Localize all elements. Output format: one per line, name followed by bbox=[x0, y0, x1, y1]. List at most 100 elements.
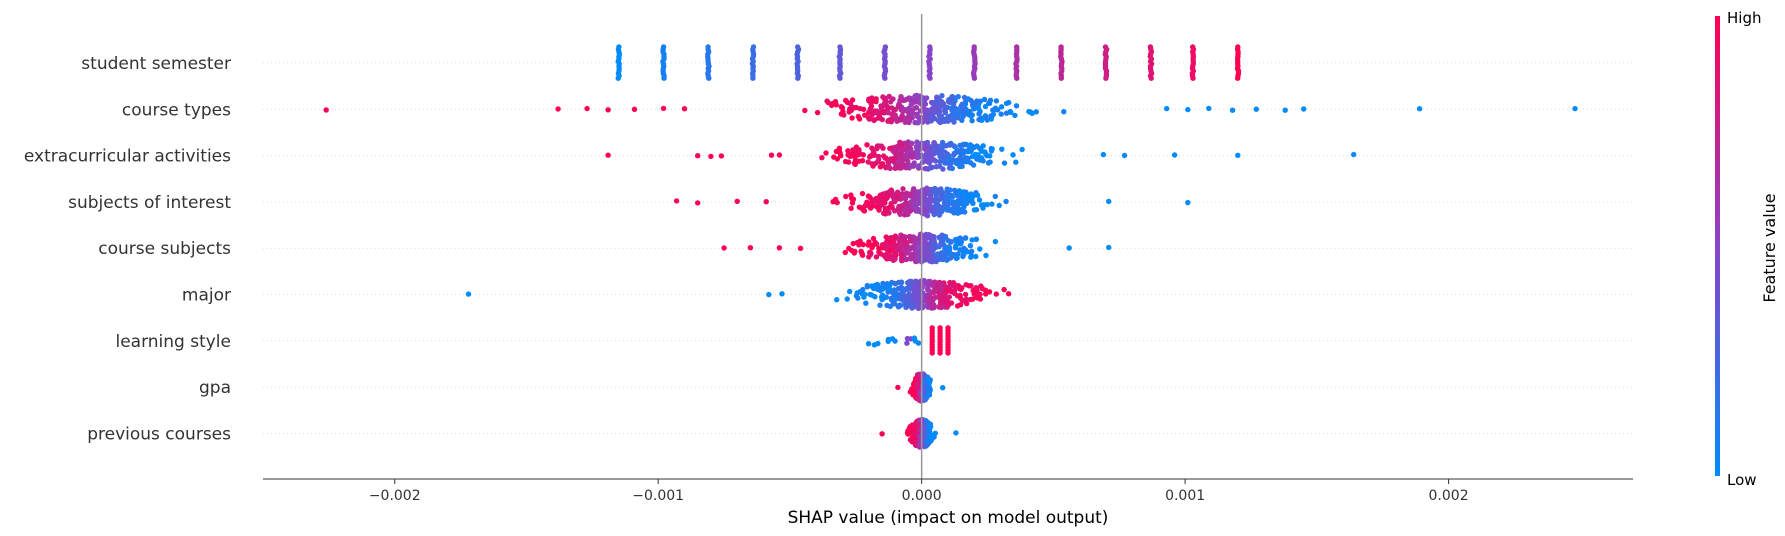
shap-point bbox=[1001, 286, 1007, 293]
shap-point bbox=[971, 75, 978, 81]
colorbar-high-label: High bbox=[1727, 9, 1761, 27]
shap-point bbox=[631, 106, 638, 113]
shap-point bbox=[923, 438, 930, 444]
shap-point bbox=[925, 108, 932, 114]
shap-point bbox=[964, 300, 970, 307]
shap-point bbox=[931, 211, 937, 218]
shap-point bbox=[837, 75, 843, 81]
shap-point bbox=[947, 187, 953, 193]
shap-point bbox=[944, 199, 950, 206]
shap-point bbox=[1106, 198, 1112, 205]
shap-point bbox=[834, 297, 840, 303]
shap-point bbox=[901, 246, 907, 253]
shap-point bbox=[880, 94, 886, 100]
shap-point bbox=[945, 237, 951, 244]
shap-point bbox=[925, 285, 931, 292]
shap-point bbox=[887, 303, 893, 310]
shap-point bbox=[913, 292, 920, 298]
shap-point bbox=[999, 146, 1005, 152]
shap-point bbox=[768, 152, 775, 158]
shap-point bbox=[915, 208, 921, 214]
shap-point bbox=[937, 350, 943, 356]
shap-point bbox=[907, 389, 913, 395]
shap-point bbox=[849, 115, 855, 121]
shap-point bbox=[914, 285, 920, 292]
shap-point bbox=[933, 158, 939, 164]
shap-point bbox=[1235, 152, 1241, 158]
shap-point bbox=[869, 292, 875, 298]
shap-point bbox=[866, 202, 872, 208]
shap-point bbox=[974, 295, 980, 301]
shap-point bbox=[903, 239, 909, 245]
x-tick-label: −0.001 bbox=[632, 488, 684, 504]
shap-point bbox=[856, 158, 862, 164]
shap-point bbox=[897, 139, 903, 145]
shap-point bbox=[908, 238, 914, 244]
shap-point bbox=[967, 243, 974, 249]
shap-point bbox=[973, 151, 979, 158]
shap-point bbox=[866, 239, 872, 245]
shap-point bbox=[908, 140, 914, 147]
shap-point bbox=[978, 148, 985, 154]
shap-point bbox=[957, 235, 963, 241]
shap-point bbox=[901, 234, 908, 240]
shap-point bbox=[924, 235, 930, 241]
feature-row-points bbox=[865, 325, 951, 356]
feature-label: student semester bbox=[81, 54, 231, 74]
shap-point bbox=[870, 242, 877, 248]
shap-point bbox=[858, 205, 864, 211]
shap-point bbox=[993, 98, 1000, 104]
shap-point bbox=[898, 252, 905, 258]
shap-point bbox=[465, 291, 472, 297]
shap-point bbox=[824, 98, 830, 104]
shap-point bbox=[969, 197, 975, 203]
shap-point bbox=[954, 192, 960, 198]
shap-point bbox=[892, 256, 898, 262]
feature-row-points bbox=[605, 139, 1357, 172]
shap-point bbox=[954, 199, 960, 205]
shap-point bbox=[943, 245, 950, 251]
shap-point bbox=[795, 75, 801, 81]
shap-point bbox=[869, 161, 875, 167]
shap-point bbox=[892, 280, 898, 287]
shap-point bbox=[934, 203, 940, 210]
shap-point bbox=[865, 193, 872, 199]
shap-point bbox=[984, 117, 990, 123]
shap-point bbox=[708, 153, 714, 160]
shap-point bbox=[323, 107, 329, 113]
shap-point bbox=[904, 296, 910, 302]
shap-point bbox=[908, 199, 914, 205]
shap-point bbox=[916, 195, 922, 202]
shap-point bbox=[896, 158, 902, 165]
shap-point bbox=[892, 301, 898, 307]
shap-point bbox=[931, 237, 937, 244]
shap-point bbox=[882, 205, 888, 212]
shap-point bbox=[922, 97, 928, 103]
shap-point bbox=[961, 251, 967, 258]
shap-point bbox=[909, 245, 915, 251]
shap-point bbox=[906, 118, 913, 124]
shap-point bbox=[944, 304, 950, 310]
shap-point bbox=[904, 285, 910, 291]
shap-point bbox=[954, 303, 961, 309]
shap-point bbox=[926, 433, 933, 439]
shap-point bbox=[908, 296, 914, 302]
shap-point bbox=[837, 150, 843, 156]
shap-point bbox=[896, 246, 902, 252]
shap-point bbox=[946, 154, 952, 161]
shap-point bbox=[890, 96, 896, 102]
shap-point bbox=[941, 250, 947, 256]
shap-point bbox=[750, 75, 756, 81]
shap-point bbox=[909, 111, 915, 117]
shap-point bbox=[1106, 244, 1112, 251]
shap-point bbox=[879, 292, 886, 298]
shap-point bbox=[954, 206, 960, 212]
feature-row-points bbox=[721, 231, 1112, 265]
shap-point bbox=[878, 143, 885, 149]
shap-point bbox=[814, 109, 821, 116]
x-axis: −0.002 −0.001 0.000 0.001 0.002 SHAP value (… bbox=[263, 478, 1633, 528]
shap-point bbox=[951, 281, 957, 287]
shap-point bbox=[819, 155, 825, 161]
shap-point bbox=[869, 111, 875, 118]
shap-point bbox=[904, 340, 910, 346]
